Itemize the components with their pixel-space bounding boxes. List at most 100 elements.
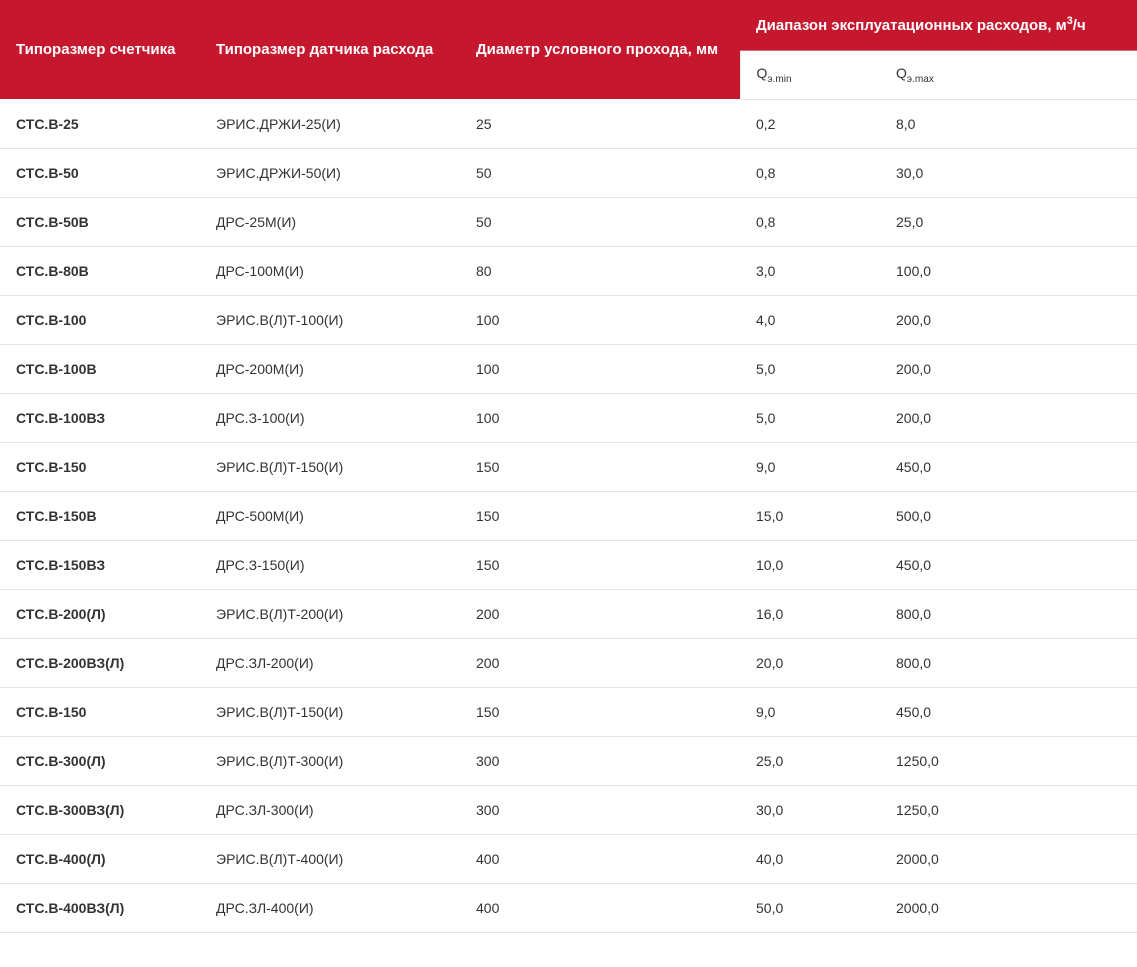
range-label-prefix: Диапазон эксплуатационных расходов, м — [756, 17, 1067, 34]
cell-qmin: 16,0 — [740, 589, 880, 638]
cell-sensor-size: ДРС.ЗЛ-200(И) — [200, 638, 460, 687]
cell-qmax: 450,0 — [880, 442, 1137, 491]
cell-diameter: 80 — [460, 246, 740, 295]
spec-table: Типоразмер счетчика Типоразмер датчика р… — [0, 0, 1137, 933]
cell-qmin: 9,0 — [740, 442, 880, 491]
cell-qmax: 1250,0 — [880, 785, 1137, 834]
cell-qmin: 0,2 — [740, 99, 880, 148]
cell-meter-size: СТС.В-200(Л) — [0, 589, 200, 638]
cell-qmin: 9,0 — [740, 687, 880, 736]
cell-qmax: 1250,0 — [880, 736, 1137, 785]
cell-qmin: 10,0 — [740, 540, 880, 589]
cell-sensor-size: ЭРИС.В(Л)Т-400(И) — [200, 834, 460, 883]
cell-sensor-size: ЭРИС.ДРЖИ-50(И) — [200, 148, 460, 197]
cell-meter-size: СТС.В-300(Л) — [0, 736, 200, 785]
table-body: СТС.В-25ЭРИС.ДРЖИ-25(И)250,28,0СТС.В-50Э… — [0, 99, 1137, 932]
cell-meter-size: СТС.В-200ВЗ(Л) — [0, 638, 200, 687]
cell-diameter: 25 — [460, 99, 740, 148]
table-row: СТС.В-200ВЗ(Л)ДРС.ЗЛ-200(И)20020,0800,0 — [0, 638, 1137, 687]
cell-qmax: 450,0 — [880, 687, 1137, 736]
cell-sensor-size: ЭРИС.В(Л)Т-100(И) — [200, 295, 460, 344]
qmin-prefix: Q — [757, 65, 768, 81]
qmin-sub: э.min — [767, 74, 791, 85]
cell-qmin: 5,0 — [740, 393, 880, 442]
cell-sensor-size: ДРС.З-150(И) — [200, 540, 460, 589]
cell-qmin: 3,0 — [740, 246, 880, 295]
cell-qmin: 50,0 — [740, 883, 880, 932]
cell-meter-size: СТС.В-400(Л) — [0, 834, 200, 883]
header-row-1: Типоразмер счетчика Типоразмер датчика р… — [0, 0, 1137, 51]
cell-diameter: 200 — [460, 638, 740, 687]
cell-sensor-size: ЭРИС.В(Л)Т-300(И) — [200, 736, 460, 785]
table-row: СТС.В-150ВЗДРС.З-150(И)15010,0450,0 — [0, 540, 1137, 589]
cell-sensor-size: ЭРИС.В(Л)Т-150(И) — [200, 687, 460, 736]
cell-sensor-size: ДРС.З-100(И) — [200, 393, 460, 442]
cell-diameter: 400 — [460, 834, 740, 883]
cell-meter-size: СТС.В-100В — [0, 344, 200, 393]
table-row: СТС.В-200(Л)ЭРИС.В(Л)Т-200(И)20016,0800,… — [0, 589, 1137, 638]
table-row: СТС.В-150ЭРИС.В(Л)Т-150(И)1509,0450,0 — [0, 442, 1137, 491]
cell-meter-size: СТС.В-100ВЗ — [0, 393, 200, 442]
cell-qmin: 0,8 — [740, 148, 880, 197]
cell-diameter: 100 — [460, 393, 740, 442]
cell-qmax: 2000,0 — [880, 834, 1137, 883]
col-header-qmin: Qэ.min — [740, 51, 880, 100]
cell-sensor-size: ЭРИС.В(Л)Т-150(И) — [200, 442, 460, 491]
cell-sensor-size: ДРС-25М(И) — [200, 197, 460, 246]
col-header-sensor-size: Типоразмер датчика расхода — [200, 0, 460, 99]
cell-diameter: 150 — [460, 442, 740, 491]
table-row: СТС.В-150ВДРС-500М(И)15015,0500,0 — [0, 491, 1137, 540]
table-row: СТС.В-300(Л)ЭРИС.В(Л)Т-300(И)30025,01250… — [0, 736, 1137, 785]
cell-diameter: 200 — [460, 589, 740, 638]
table-row: СТС.В-150ЭРИС.В(Л)Т-150(И)1509,0450,0 — [0, 687, 1137, 736]
cell-qmax: 200,0 — [880, 295, 1137, 344]
cell-meter-size: СТС.В-150ВЗ — [0, 540, 200, 589]
table-row: СТС.В-50ЭРИС.ДРЖИ-50(И)500,830,0 — [0, 148, 1137, 197]
cell-diameter: 150 — [460, 540, 740, 589]
qmax-prefix: Q — [896, 65, 907, 81]
cell-qmax: 450,0 — [880, 540, 1137, 589]
qmax-sub: э.max — [907, 74, 934, 85]
cell-sensor-size: ДРС.ЗЛ-400(И) — [200, 883, 460, 932]
table-row: СТС.В-50ВДРС-25М(И)500,825,0 — [0, 197, 1137, 246]
cell-sensor-size: ЭРИС.ДРЖИ-25(И) — [200, 99, 460, 148]
table-row: СТС.В-25ЭРИС.ДРЖИ-25(И)250,28,0 — [0, 99, 1137, 148]
cell-diameter: 400 — [460, 883, 740, 932]
cell-qmin: 15,0 — [740, 491, 880, 540]
cell-meter-size: СТС.В-400ВЗ(Л) — [0, 883, 200, 932]
cell-qmax: 500,0 — [880, 491, 1137, 540]
col-header-qmax: Qэ.max — [880, 51, 1137, 100]
cell-diameter: 300 — [460, 785, 740, 834]
cell-diameter: 150 — [460, 491, 740, 540]
cell-diameter: 100 — [460, 344, 740, 393]
cell-meter-size: СТС.В-300ВЗ(Л) — [0, 785, 200, 834]
cell-qmin: 30,0 — [740, 785, 880, 834]
table-row: СТС.В-300ВЗ(Л)ДРС.ЗЛ-300(И)30030,01250,0 — [0, 785, 1137, 834]
cell-qmax: 2000,0 — [880, 883, 1137, 932]
table-row: СТС.В-400(Л)ЭРИС.В(Л)Т-400(И)40040,02000… — [0, 834, 1137, 883]
cell-qmax: 200,0 — [880, 393, 1137, 442]
col-header-range: Диапазон эксплуатационных расходов, м3/ч — [740, 0, 1137, 51]
cell-sensor-size: ДРС-200М(И) — [200, 344, 460, 393]
cell-qmax: 800,0 — [880, 638, 1137, 687]
cell-qmin: 40,0 — [740, 834, 880, 883]
cell-meter-size: СТС.В-50 — [0, 148, 200, 197]
cell-qmax: 100,0 — [880, 246, 1137, 295]
cell-meter-size: СТС.В-100 — [0, 295, 200, 344]
table-row: СТС.В-100ВЗДРС.З-100(И)1005,0200,0 — [0, 393, 1137, 442]
cell-qmin: 5,0 — [740, 344, 880, 393]
table-row: СТС.В-100ВДРС-200М(И)1005,0200,0 — [0, 344, 1137, 393]
cell-qmin: 0,8 — [740, 197, 880, 246]
table-row: СТС.В-100ЭРИС.В(Л)Т-100(И)1004,0200,0 — [0, 295, 1137, 344]
cell-qmin: 4,0 — [740, 295, 880, 344]
cell-diameter: 50 — [460, 148, 740, 197]
cell-qmax: 200,0 — [880, 344, 1137, 393]
cell-qmax: 25,0 — [880, 197, 1137, 246]
cell-diameter: 300 — [460, 736, 740, 785]
cell-qmax: 30,0 — [880, 148, 1137, 197]
cell-meter-size: СТС.В-150 — [0, 442, 200, 491]
range-label-suffix: /ч — [1073, 17, 1086, 34]
col-header-meter-size: Типоразмер счетчика — [0, 0, 200, 99]
cell-sensor-size: ДРС.ЗЛ-300(И) — [200, 785, 460, 834]
table-row: СТС.В-400ВЗ(Л)ДРС.ЗЛ-400(И)40050,02000,0 — [0, 883, 1137, 932]
